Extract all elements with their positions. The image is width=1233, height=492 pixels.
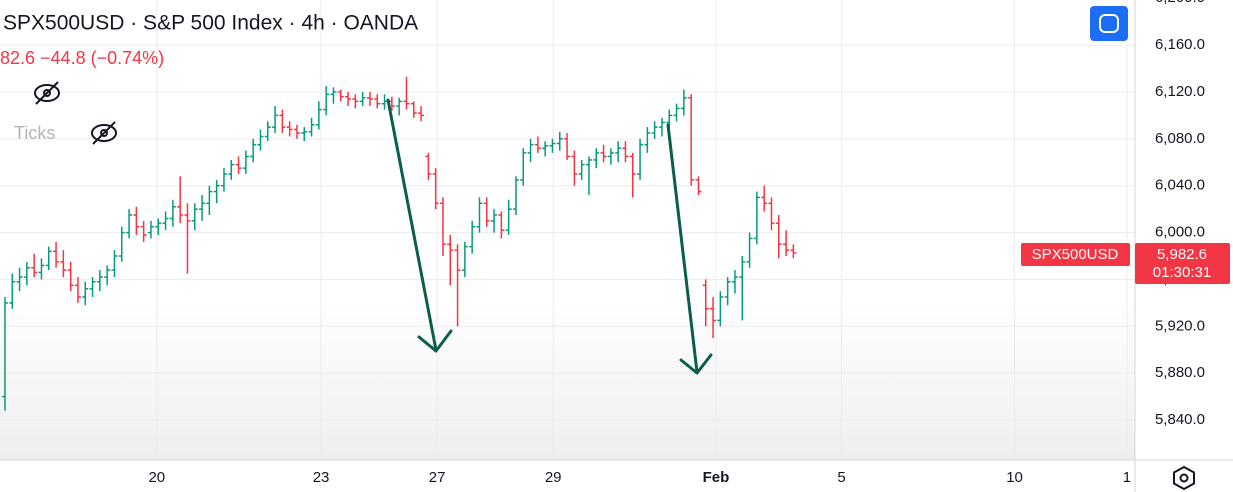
symbol-label: SPX500USD — [1032, 246, 1119, 263]
hide-icon[interactable] — [91, 121, 117, 145]
x-tick-label: 1 — [1123, 469, 1131, 486]
price-label: 5,982.6 — [1157, 246, 1207, 263]
x-tick-label: 23 — [313, 469, 330, 486]
x-tick-label: 27 — [429, 469, 446, 486]
indicator-label: Ticks — [14, 123, 55, 143]
hide-icon[interactable] — [34, 81, 60, 105]
y-tick-label: 6,040.0 — [1155, 177, 1205, 194]
x-tick-label: 29 — [545, 469, 562, 486]
settings-icon[interactable] — [1173, 465, 1195, 491]
annotation-arrows — [386, 98, 713, 375]
y-tick-label: 6,200.0 — [1155, 0, 1205, 6]
y-tick-label: 6,120.0 — [1155, 83, 1205, 100]
y-tick-label: 5,840.0 — [1155, 411, 1205, 428]
x-axis-panel — [0, 460, 1233, 492]
price-badge — [1135, 243, 1230, 284]
y-tick-label: 6,080.0 — [1155, 130, 1205, 147]
change-text: 82.6 −44.8 (−0.74%) — [0, 48, 164, 68]
chart-title: SPX500USD · S&P 500 Index · 4h · OANDA — [3, 12, 418, 35]
y-tick-label: 5,880.0 — [1155, 364, 1205, 381]
y-tick-label: 6,160.0 — [1155, 36, 1205, 53]
plot-shade — [0, 300, 1135, 460]
x-tick-label: 10 — [1006, 469, 1023, 486]
symbol-badge — [1021, 243, 1130, 266]
x-tick-label: 20 — [148, 469, 165, 486]
fullscreen-button[interactable] — [1090, 6, 1128, 41]
countdown-label: 01:30:31 — [1153, 264, 1211, 281]
y-tick-label: 6,000.0 — [1155, 224, 1205, 241]
x-tick-label: 5 — [837, 469, 845, 486]
y-tick-label: 5,920.0 — [1155, 317, 1205, 334]
x-tick-label: Feb — [703, 469, 730, 486]
